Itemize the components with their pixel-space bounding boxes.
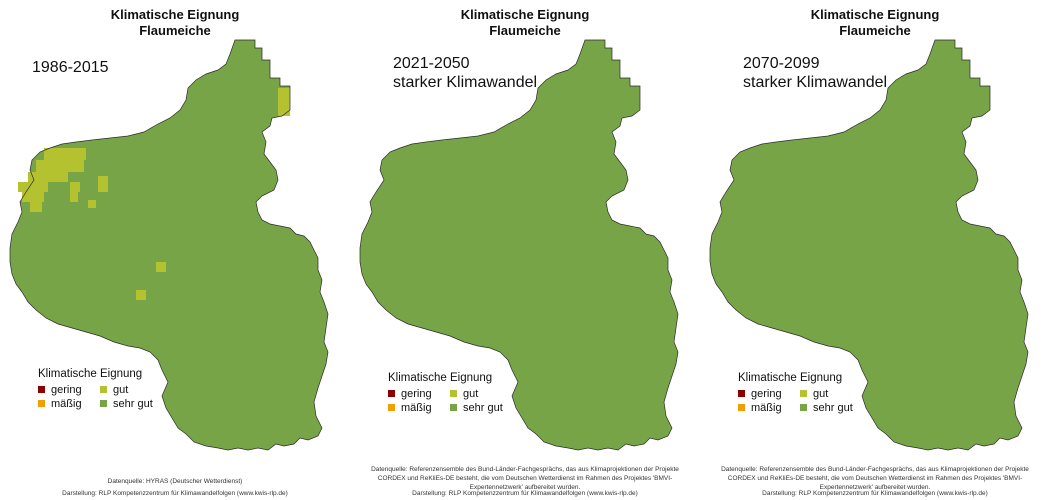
legend-item-maessig: mäßig <box>38 397 100 410</box>
swatch-gut <box>800 390 807 397</box>
credit-line: Darstellung: RLP Kompetenzzentrum für Kl… <box>762 490 988 497</box>
swatch-gering <box>38 386 45 393</box>
legend-item-maessig: mäßig <box>738 401 800 414</box>
title-line-1: Klimatische Eignung <box>110 7 240 22</box>
panel-title: Klimatische Eignung Flaumeiche <box>95 7 255 39</box>
period-label: 2070-2099 starker Klimawandel <box>743 54 887 92</box>
legend-item-sehr-gut: sehr gut <box>100 397 170 410</box>
swatch-gut <box>450 390 457 397</box>
data-source: Datenquelle: HYRAS (Deutscher Wetterdien… <box>107 478 243 485</box>
title-line-1: Klimatische Eignung <box>460 7 590 22</box>
legend: Klimatische Eignung gering gut mäßig seh… <box>738 372 870 414</box>
period-line-2: starker Klimawandel <box>393 74 538 91</box>
legend-item-gut: gut <box>800 387 870 400</box>
credit-line: Darstellung: RLP Kompetenzzentrum für Kl… <box>62 490 288 497</box>
map-panel-1986-2015: Klimatische Eignung Flaumeiche 1986-2015… <box>0 0 350 500</box>
map-panel-2021-2050: Klimatische Eignung Flaumeiche 2021-2050… <box>350 0 700 500</box>
period-line-1: 2070-2099 <box>743 55 820 72</box>
swatch-gering <box>388 390 395 397</box>
swatch-maessig <box>738 404 745 411</box>
legend-item-sehr-gut: sehr gut <box>450 401 520 414</box>
title-line-2: Flaumeiche <box>839 23 911 38</box>
panel-title: Klimatische Eignung Flaumeiche <box>795 7 955 39</box>
legend-title: Klimatische Eignung <box>738 372 843 384</box>
period-line-2: starker Klimawandel <box>743 74 888 91</box>
swatch-sehr-gut <box>800 404 807 411</box>
region-gut-cells <box>18 88 290 300</box>
legend-title: Klimatische Eignung <box>388 372 493 384</box>
swatch-gering <box>738 390 745 397</box>
legend: Klimatische Eignung gering gut mäßig seh… <box>38 368 170 410</box>
period-label: 2021-2050 starker Klimawandel <box>393 54 537 92</box>
legend-item-gering: gering <box>738 387 800 400</box>
title-line-1: Klimatische Eignung <box>810 7 940 22</box>
legend-title: Klimatische Eignung <box>38 368 143 380</box>
period-line-1: 1986-2015 <box>32 59 109 76</box>
legend-item-gering: gering <box>38 383 100 396</box>
swatch-sehr-gut <box>100 400 107 407</box>
data-source: Datenquelle: Referenzensemble des Bund-L… <box>371 466 679 491</box>
swatch-maessig <box>388 404 395 411</box>
suitability-map <box>9 39 329 451</box>
legend-item-maessig: mäßig <box>388 401 450 414</box>
swatch-sehr-gut <box>450 404 457 411</box>
credit-line: Darstellung: RLP Kompetenzzentrum für Kl… <box>412 490 638 497</box>
panel-title: Klimatische Eignung Flaumeiche <box>445 7 605 39</box>
legend-item-gut: gut <box>450 387 520 400</box>
legend: Klimatische Eignung gering gut mäßig seh… <box>388 372 520 414</box>
legend-item-gering: gering <box>388 387 450 400</box>
swatch-maessig <box>38 400 45 407</box>
title-line-2: Flaumeiche <box>139 23 211 38</box>
data-source: Datenquelle: Referenzensemble des Bund-L… <box>721 466 1029 491</box>
legend-item-gut: gut <box>100 383 170 396</box>
swatch-gut <box>100 386 107 393</box>
period-line-1: 2021-2050 <box>393 55 470 72</box>
title-line-2: Flaumeiche <box>489 23 561 38</box>
period-label: 1986-2015 <box>32 58 109 77</box>
map-panel-2070-2099: Klimatische Eignung Flaumeiche 2070-2099… <box>700 0 1050 500</box>
legend-item-sehr-gut: sehr gut <box>800 401 870 414</box>
